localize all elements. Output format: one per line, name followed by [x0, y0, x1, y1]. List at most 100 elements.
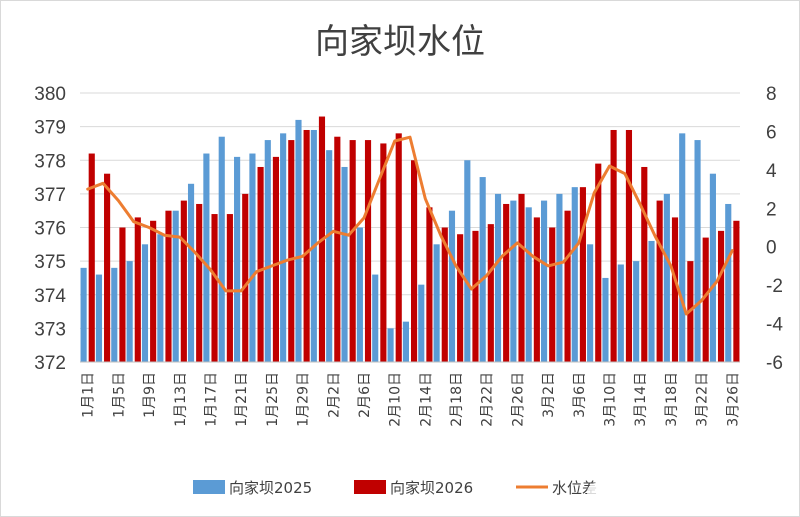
right-y-tick-label: 0: [766, 238, 777, 259]
snowball-logo-icon: [587, 483, 605, 501]
left-y-tick-label: 374: [34, 286, 66, 307]
bar-2026: [625, 129, 633, 362]
bar-2026: [487, 224, 494, 362]
bar-2026: [119, 227, 126, 362]
left-y-tick-label: 377: [34, 185, 66, 206]
bar-2025: [679, 133, 686, 362]
right-y-tick-label: -6: [766, 353, 783, 374]
right-y-tick-label: -4: [766, 315, 783, 336]
bar-2026: [395, 133, 402, 362]
bar-2025: [709, 173, 716, 362]
left-y-tick-label: 372: [34, 353, 66, 374]
right-y-tick-label: 6: [766, 122, 777, 143]
bar-2025: [617, 264, 624, 362]
x-tick-label: 3月2日: [541, 372, 557, 418]
right-y-tick-label: -2: [766, 276, 783, 297]
bar-2026: [150, 220, 157, 362]
bar-2026: [196, 203, 203, 362]
x-tick-label: 3月18日: [664, 372, 680, 427]
x-tick-label: 1月5日: [111, 372, 127, 418]
bar-2025: [448, 210, 456, 362]
bar-2025: [341, 166, 348, 362]
bar-2026: [180, 200, 187, 362]
left-y-tick-label: 378: [34, 151, 66, 172]
gridlines: [80, 92, 740, 363]
legend-swatch-2025: [193, 480, 225, 494]
bar-2026: [518, 193, 525, 362]
bar-2025: [264, 140, 271, 362]
bar-2026: [457, 234, 464, 362]
bar-2026: [656, 200, 663, 362]
bar-2026: [380, 143, 387, 362]
bar-2026: [717, 230, 725, 362]
bar-2025: [648, 240, 655, 362]
bar-2025: [633, 261, 640, 362]
bar-2025: [556, 193, 563, 362]
watermark-text: 雪球：刺猬偷腥: [610, 483, 736, 504]
left-y-tick-label: 376: [34, 219, 66, 240]
x-tick-label: 3月10日: [603, 372, 619, 427]
bar-2026: [641, 166, 648, 362]
x-tick-label: 1月21日: [234, 372, 250, 427]
bar-2026: [503, 203, 510, 362]
right-y-tick-label: 2: [766, 199, 777, 220]
line-series: [86, 135, 734, 316]
bar-2026: [364, 140, 372, 362]
bar-2025: [387, 328, 394, 362]
bar-2026: [411, 160, 418, 362]
x-tick-label: 3月6日: [572, 372, 588, 418]
bar-2026: [303, 129, 310, 362]
bar-2025: [479, 177, 486, 362]
left-y-tick-label: 375: [34, 252, 66, 273]
bar-2026: [549, 227, 556, 362]
right-y-axis: -6 -4 -2 0 2 4 6 8: [766, 84, 783, 374]
x-tick-label: 1月25日: [265, 372, 281, 427]
bar-2025: [525, 207, 532, 362]
bar-2025: [234, 156, 241, 362]
legend-label-2026: 向家坝2026: [390, 479, 473, 497]
bar-2025: [172, 210, 179, 362]
bar-2025: [280, 133, 287, 362]
bar-2025: [402, 321, 409, 362]
bar-2025: [725, 203, 732, 362]
x-axis: 1月1日 1月5日 1月9日 1月13日 1月17日 1月21日 1月25日 1月29日 2月2…: [80, 361, 741, 427]
bar-2026: [88, 153, 95, 362]
x-tick-label: 2月14日: [418, 372, 434, 427]
left-y-tick-label: 373: [34, 319, 66, 340]
bar-2026: [702, 237, 709, 362]
bar-2026: [165, 210, 172, 362]
x-tick-label: 2月22日: [480, 372, 496, 427]
bar-2025: [295, 119, 302, 363]
bar-2025: [187, 183, 195, 362]
bar-2026: [441, 227, 448, 362]
bar-2026: [671, 217, 679, 362]
legend-label-2025: 向家坝2025: [229, 479, 312, 497]
bar-2026: [134, 217, 141, 362]
bar-2026: [533, 217, 540, 362]
right-y-tick-label: 4: [766, 161, 777, 182]
bar-2025: [126, 261, 133, 362]
bar-2025: [356, 227, 363, 362]
bar-2026: [733, 220, 740, 362]
bar-2026: [104, 173, 111, 362]
x-tick-label: 2月18日: [449, 372, 465, 427]
bar-2026: [595, 163, 602, 362]
bar-2026: [349, 140, 356, 362]
x-tick-label: 3月26日: [725, 372, 741, 427]
x-tick-label: 2月2日: [326, 372, 342, 418]
bar-2026: [242, 193, 249, 362]
bar-2025: [587, 244, 594, 362]
bar-2026: [334, 136, 341, 362]
x-tick-label: 1月29日: [296, 372, 312, 427]
bar-2025: [571, 187, 578, 362]
legend-label-diff: 水位差: [552, 479, 597, 497]
bar-2025: [494, 193, 502, 362]
left-y-tick-label: 379: [34, 118, 66, 139]
bar-2025: [694, 140, 701, 362]
bar-2025: [372, 274, 379, 362]
bar-2025: [510, 200, 517, 362]
bar-2025: [111, 267, 118, 362]
bar-2025: [80, 267, 87, 362]
watermark: 雪球：刺猬偷腥: [587, 483, 736, 504]
bar-2026: [610, 129, 617, 362]
